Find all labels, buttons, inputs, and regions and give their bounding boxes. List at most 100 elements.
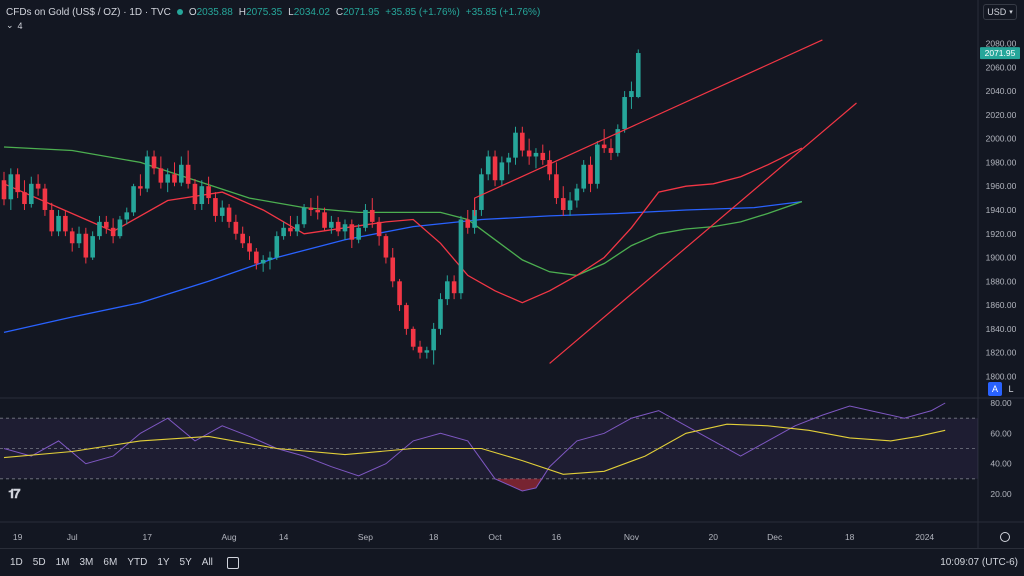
change-value-2: +35.85 (+1.76%) [465, 6, 541, 18]
price-tick-label: 2020.00 [986, 110, 1017, 120]
candle-body [404, 305, 409, 329]
candle-body [315, 209, 321, 213]
candle-body [42, 188, 48, 210]
trendline [474, 39, 823, 216]
candle-body [56, 215, 61, 232]
high-value: 2075.35 [246, 6, 283, 18]
clock-readout[interactable]: 10:09:07 (UTC-6) [940, 557, 1018, 568]
candle-body [581, 164, 586, 189]
candle-body [83, 233, 89, 258]
candle-body [69, 231, 75, 244]
candle-body [22, 192, 27, 205]
tradingview-logo-icon[interactable]: 𝟏𝟕 [8, 486, 21, 501]
range-1m[interactable]: 1M [55, 557, 70, 568]
candle-body [424, 350, 430, 353]
candle-body [267, 257, 273, 260]
candle-body [485, 156, 491, 175]
candle-body [335, 221, 341, 232]
range-1y[interactable]: 1Y [157, 557, 170, 568]
range-all[interactable]: All [201, 557, 213, 568]
candle-body [206, 186, 211, 199]
candle-body [417, 346, 423, 353]
candle-body [479, 174, 484, 210]
currency-label: USD [987, 7, 1007, 17]
candle-body [15, 174, 20, 193]
candle-body [540, 152, 546, 161]
candle-body [383, 236, 389, 258]
candle-body [124, 212, 130, 220]
candle-body [451, 281, 457, 294]
time-tick-label: 18 [845, 532, 855, 542]
indicators-toggle[interactable]: ⌄ 4 [6, 20, 23, 31]
candle-body [547, 160, 552, 175]
candle-body [226, 207, 232, 222]
ma-fast-line [3, 147, 803, 304]
price-tick-label: 1920.00 [986, 229, 1017, 239]
candle-body [144, 156, 150, 189]
candle-body [533, 152, 539, 157]
candle-body [465, 219, 471, 228]
candle-body [192, 183, 198, 205]
candle-body [574, 188, 580, 201]
price-tick-label: 1820.00 [986, 348, 1017, 358]
price-tick-label: 1840.00 [986, 324, 1017, 334]
candle-body [520, 132, 525, 151]
time-tick-label: Dec [767, 532, 783, 542]
candle-body [513, 132, 518, 158]
candle-body [560, 198, 566, 210]
time-tick-label: Nov [624, 532, 640, 542]
rsi-tick-label: 20.00 [990, 489, 1012, 499]
candle-body [615, 129, 621, 153]
price-tick-label: 1860.00 [986, 300, 1017, 310]
time-tick-label: 14 [279, 532, 289, 542]
candle-body [595, 144, 600, 184]
candle-body [35, 183, 41, 189]
candle-body [608, 148, 614, 153]
last-price-badge [980, 47, 1020, 60]
gear-icon[interactable] [1000, 532, 1010, 542]
calendar-icon[interactable] [226, 556, 239, 569]
candle-body [165, 174, 170, 183]
rsi-tick-label: 80.00 [990, 398, 1012, 408]
candle-body [254, 251, 259, 264]
time-tick-label: Oct [488, 532, 502, 542]
candle-body [233, 221, 239, 234]
time-tick-label: 19 [13, 532, 23, 542]
candle-body [131, 186, 136, 213]
currency-button[interactable]: USD ▾ [983, 4, 1017, 20]
price-tick-label: 1800.00 [986, 371, 1017, 381]
log-scale-button[interactable]: L [1008, 384, 1014, 394]
symbol-title[interactable]: CFDs on Gold (US$ / OZ) · 1D · TVC [6, 6, 171, 18]
candle-body [8, 174, 14, 200]
candle-body [458, 219, 464, 294]
candle-body [601, 144, 607, 149]
change-value: +35.85 (+1.76%) [385, 6, 460, 18]
candle-body [110, 227, 116, 237]
symbol-header: CFDs on Gold (US$ / OZ) · 1D · TVC O2035… [6, 4, 540, 20]
time-tick-label: 20 [709, 532, 719, 542]
range-5d[interactable]: 5D [32, 557, 46, 568]
auto-scale-button[interactable]: A [988, 382, 1002, 396]
time-tick-label: 18 [429, 532, 439, 542]
candle-body [281, 227, 286, 237]
candle-body [213, 198, 218, 216]
candle-body [247, 243, 252, 252]
candle-body [288, 227, 293, 232]
indicator-count: 4 [17, 20, 23, 31]
candle-body [438, 299, 443, 329]
candle-body [322, 212, 327, 228]
gold-chart[interactable]: 1800.001820.001840.001860.001880.001900.… [0, 0, 1024, 548]
candle-body [622, 97, 627, 130]
candle-body [431, 328, 436, 351]
range-6m[interactable]: 6M [103, 557, 118, 568]
range-5y[interactable]: 5Y [179, 557, 192, 568]
range-3m[interactable]: 3M [79, 557, 94, 568]
range-1d[interactable]: 1D [10, 557, 23, 568]
candle-body [363, 209, 368, 228]
range-ytd[interactable]: YTD [127, 557, 148, 568]
ma-mid-line [3, 146, 803, 277]
candle-body [117, 219, 123, 237]
candle-body [158, 168, 164, 183]
range-selector: 1D 5D 1M 3M 6M YTD 1Y 5Y All [0, 557, 213, 568]
price-tick-label: 2000.00 [986, 134, 1017, 144]
